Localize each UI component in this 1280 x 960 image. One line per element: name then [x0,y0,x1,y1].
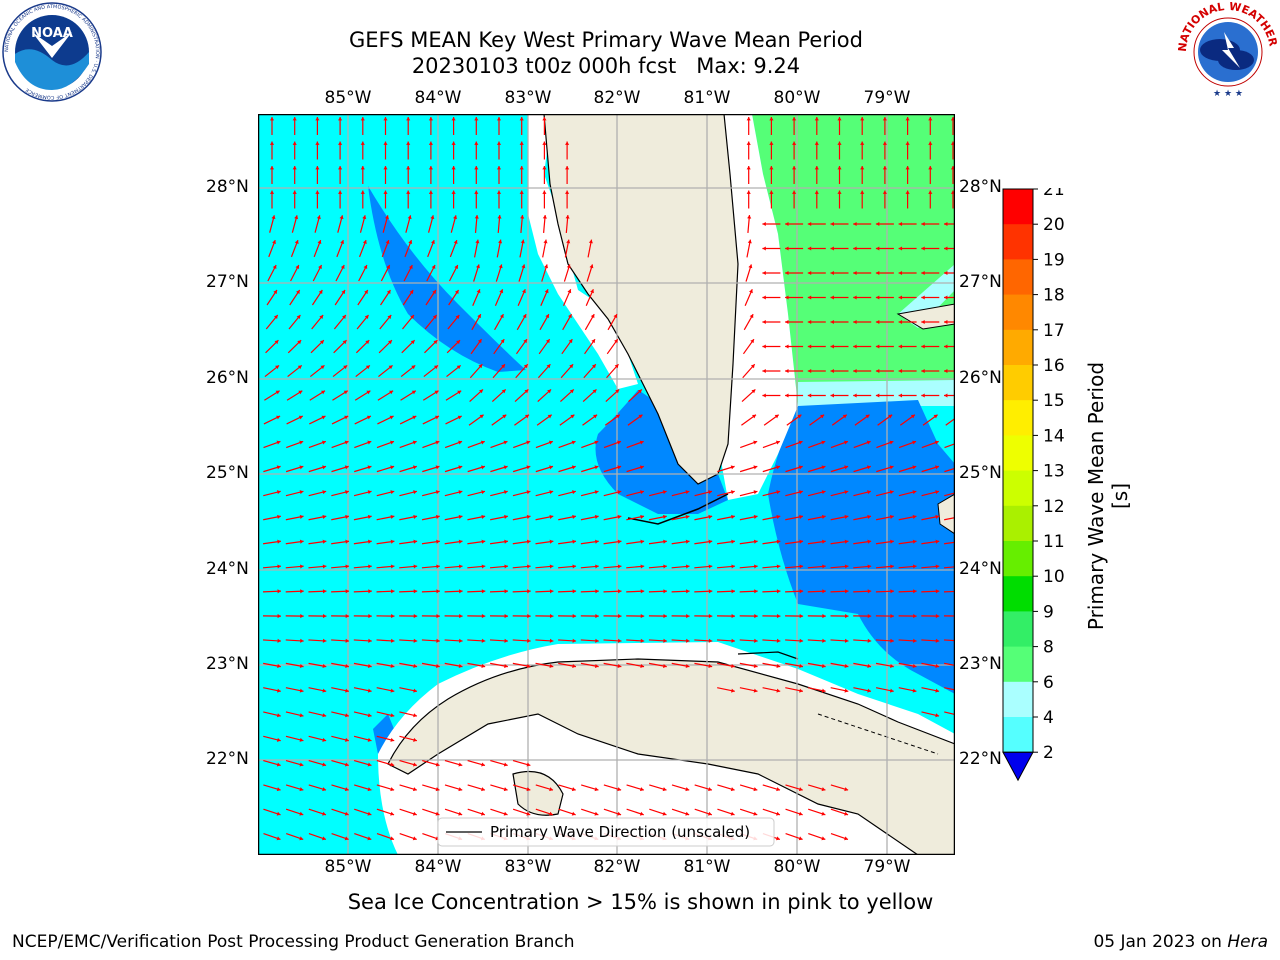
colorbar-segment [1003,224,1033,260]
lon-bot-5: 80°W [773,857,821,877]
svg-text:★ ★ ★: ★ ★ ★ [1213,89,1243,99]
legend-label: Primary Wave Direction (unscaled) [490,823,750,841]
footer-left: NCEP/EMC/Verification Post Processing Pr… [12,932,575,952]
lat-left-5: 23°N [206,654,249,674]
lat-right-5: 23°N [959,654,1002,674]
colorbar-tick-label: 20 [1043,215,1065,235]
colorbar-tick-label: 18 [1043,286,1065,306]
lat-left-1: 27°N [206,272,249,292]
lon-top-6: 79°W [863,88,911,108]
lon-top-2: 83°W [504,88,552,108]
lat-right-2: 26°N [959,368,1002,388]
lon-top-5: 80°W [773,88,821,108]
lon-bot-3: 82°W [593,857,641,877]
colorbar-segment [1003,576,1033,612]
isla-juventud [512,770,564,816]
lat-right-3: 25°N [959,463,1002,483]
chart-subtitle: 20230103 t00z 000h fcst Max: 9.24 [411,54,801,78]
lat-left-4: 24°N [206,559,249,579]
lon-bot-1: 84°W [414,857,462,877]
colorbar-tick-label: 6 [1043,673,1054,693]
lon-top-1: 84°W [414,88,462,108]
colorbar-segment [1003,435,1033,472]
chart-title: GEFS MEAN Key West Primary Wave Mean Per… [349,28,863,52]
sea-ice-caption: Sea Ice Concentration > 15% is shown in … [347,890,934,914]
colorbar-segment [1003,470,1033,507]
footer-date: 05 Jan 2023 on [1093,932,1228,952]
wave-period-map: Primary Wave Direction (unscaled) [258,114,955,855]
colorbar-label: Primary Wave Mean Period [s] [1084,361,1132,631]
lat-left-0: 28°N [206,177,249,197]
lat-left-2: 26°N [206,368,249,388]
lat-right-4: 24°N [959,559,1002,579]
lon-top-0: 85°W [324,88,372,108]
colorbar-tick-label: 10 [1043,567,1065,587]
colorbar-tick-label: 4 [1043,708,1054,728]
colorbar-segment [1003,541,1033,577]
footer-host: Hera [1227,932,1268,952]
noaa-logo-text: NOAA [31,26,73,41]
gulf-period-2-4 [368,186,526,372]
lon-bot-0: 85°W [324,857,372,877]
colorbar-tick-label: 16 [1043,356,1065,376]
lon-bot-6: 79°W [863,857,911,877]
atlantic-period-6-8-band [798,380,955,406]
lon-top-3: 82°W [593,88,641,108]
map-legend: Primary Wave Direction (unscaled) [437,817,775,847]
lat-left-3: 25°N [206,463,249,483]
colorbar-segment [1003,681,1033,718]
colorbar-tick-label: 17 [1043,321,1065,341]
colorbar-extend-arrow [1002,751,1034,782]
colorbar-segment [1003,294,1033,331]
florida-bay-period-2-4 [595,390,728,514]
colorbar-tick-label: 14 [1043,426,1065,446]
lon-bot-2: 83°W [504,857,552,877]
florida-keys [627,493,729,525]
colorbar-tick-label: 8 [1043,638,1054,658]
colorbar-segment [1003,505,1033,542]
noaa-logo-icon: NOAA NATIONAL OCEANIC AND ATMOSPHERIC AD… [2,2,102,102]
colorbar: 21 20 19 18 17 16 15 14 13 12 11 10 9 8 6 4 2 [1002,188,1065,782]
colorbar-tick-label: 2 [1043,743,1054,763]
lon-top-4: 81°W [683,88,731,108]
lat-right-6: 22°N [959,749,1002,769]
colorbar-segment [1003,646,1033,683]
colorbar-segment [1003,611,1033,648]
lon-bot-4: 81°W [683,857,731,877]
colorbar-tick-label: 9 [1043,602,1054,622]
colorbar-segment [1003,717,1033,753]
wave-direction-arrows [262,117,955,841]
lat-right-1: 27°N [959,272,1002,292]
map-frame [258,114,955,855]
colorbar-tick-label: 13 [1043,462,1065,482]
lat-right-0: 28°N [959,177,1002,197]
florida-peninsula [543,114,739,485]
colorbar-segment [1003,259,1033,296]
colorbar-tick-label: 11 [1043,532,1065,552]
colorbar-tick-label: 12 [1043,497,1065,517]
colorbar-segment [1003,400,1033,436]
nws-logo-icon: NATIONAL WEATHER SERVICE ★ ★ ★ [1178,2,1278,100]
colorbar-tick-label: 15 [1043,391,1065,411]
colorbar-segment [1003,365,1033,401]
colorbar-segment [1003,189,1033,225]
footer-right: 05 Jan 2023 on Hera [1093,932,1268,952]
colorbar-tick-label: 21 [1043,188,1065,200]
colorbar-tick-label: 19 [1043,250,1065,270]
lat-left-6: 22°N [206,749,249,769]
atlantic-period-8-9 [752,114,955,406]
graticule [258,114,955,855]
colorbar-segment [1003,329,1033,366]
